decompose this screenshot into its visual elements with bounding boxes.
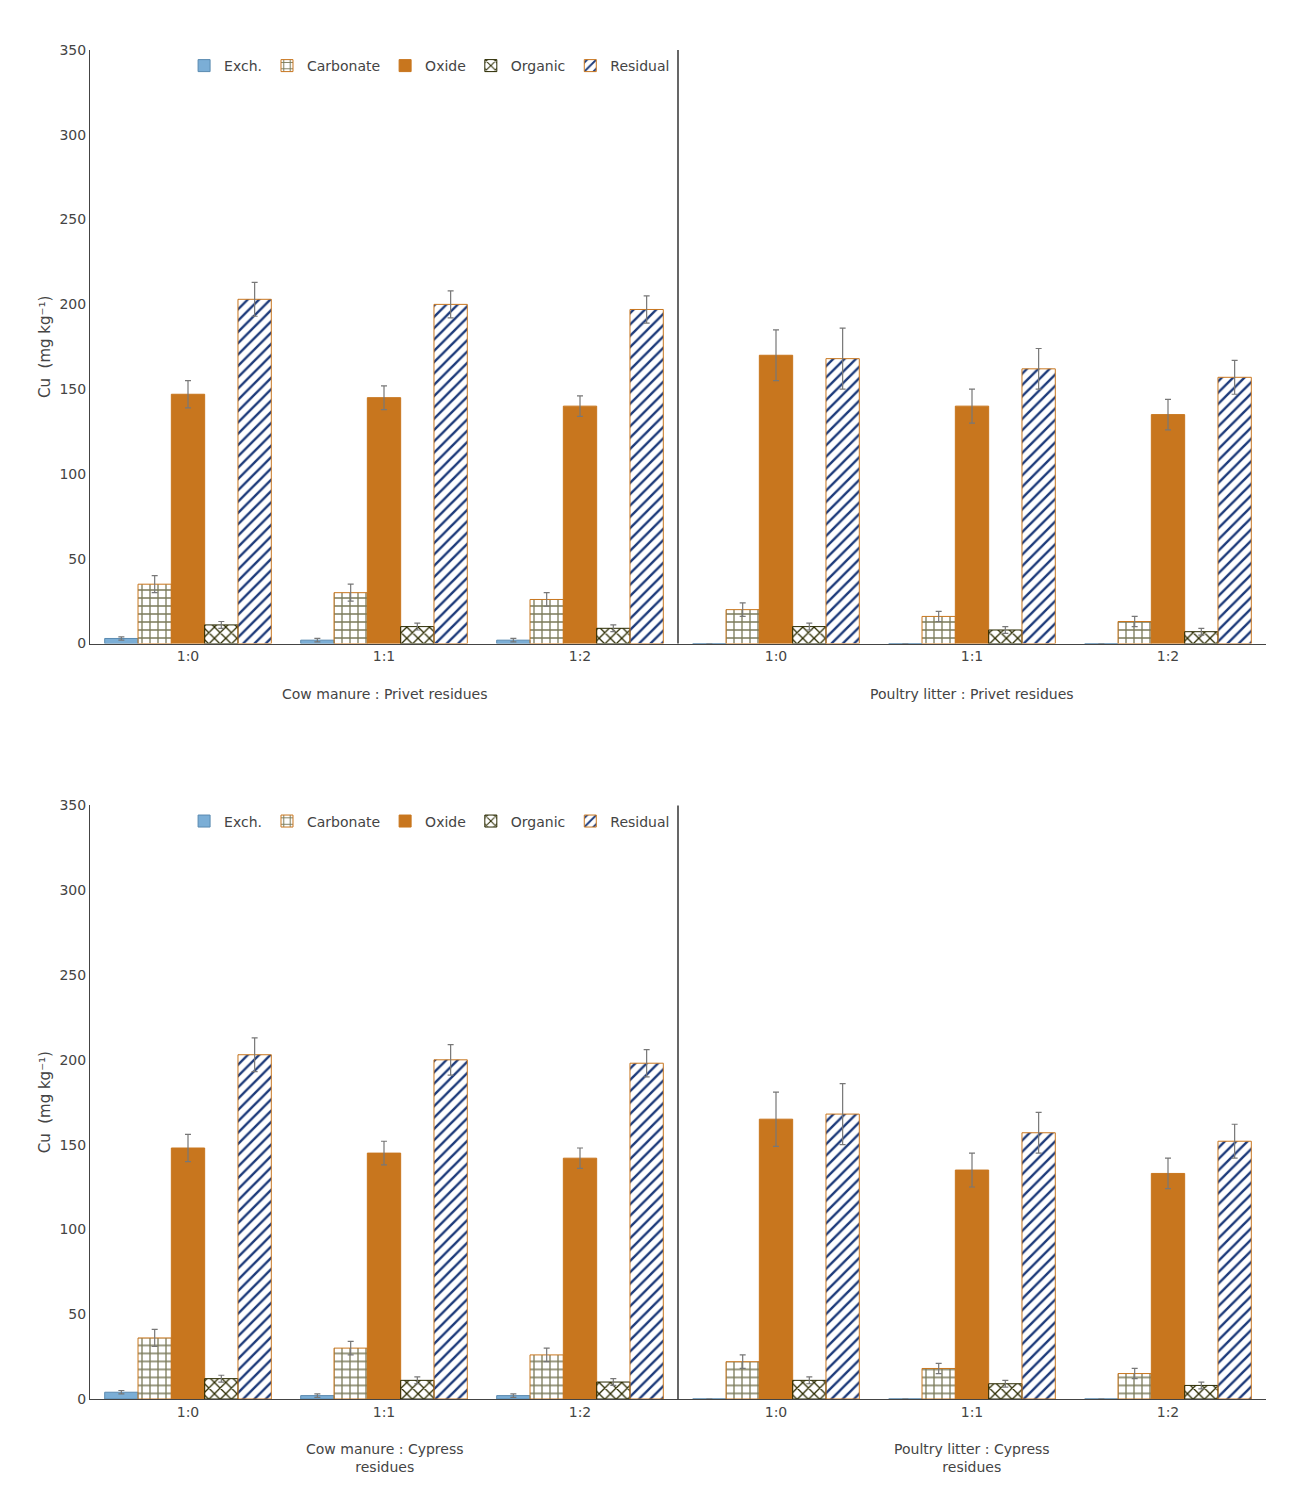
svg-text:50: 50 <box>68 1306 86 1322</box>
svg-text:1:2: 1:2 <box>1157 1404 1180 1420</box>
svg-text:Exch.: Exch. <box>224 814 262 830</box>
svg-text:50: 50 <box>68 551 86 567</box>
svg-text:300: 300 <box>59 882 86 898</box>
svg-text:Oxide: Oxide <box>425 814 466 830</box>
svg-text:150: 150 <box>59 381 86 397</box>
svg-text:200: 200 <box>59 296 86 312</box>
svg-text:1:1: 1:1 <box>373 1404 396 1420</box>
svg-text:350: 350 <box>59 42 86 58</box>
svg-text:Carbonate: Carbonate <box>307 814 380 830</box>
svg-text:200: 200 <box>59 1052 86 1068</box>
svg-text:1:0: 1:0 <box>765 1404 788 1420</box>
svg-text:1:0: 1:0 <box>177 648 200 664</box>
svg-text:100: 100 <box>59 466 86 482</box>
svg-text:150: 150 <box>59 1137 86 1153</box>
svg-text:1:0: 1:0 <box>177 1404 200 1420</box>
svg-text:100: 100 <box>59 1221 86 1237</box>
svg-text:Oxide: Oxide <box>425 58 466 74</box>
svg-text:350: 350 <box>59 797 86 813</box>
svg-text:1:1: 1:1 <box>373 648 396 664</box>
svg-text:Organic: Organic <box>511 58 565 74</box>
svg-text:Cow manure : Privet residues: Cow manure : Privet residues <box>282 686 487 702</box>
svg-text:Cow manure : Cypressresidues: Cow manure : Cypressresidues <box>306 1441 463 1475</box>
svg-text:300: 300 <box>59 127 86 143</box>
svg-text:1:0: 1:0 <box>765 648 788 664</box>
svg-text:Poultry litter : Cypressresidu: Poultry litter : Cypressresidues <box>894 1441 1050 1475</box>
svg-text:Residual: Residual <box>610 814 669 830</box>
svg-text:1:1: 1:1 <box>961 648 984 664</box>
svg-text:Cu (mg kg⁻¹): Cu (mg kg⁻¹) <box>36 1051 54 1153</box>
svg-text:1:1: 1:1 <box>961 1404 984 1420</box>
svg-text:Carbonate: Carbonate <box>307 58 380 74</box>
svg-text:250: 250 <box>59 967 86 983</box>
svg-text:1:2: 1:2 <box>569 648 592 664</box>
svg-text:250: 250 <box>59 211 86 227</box>
svg-text:Residual: Residual <box>610 58 669 74</box>
svg-text:0: 0 <box>77 1391 86 1407</box>
svg-text:0: 0 <box>77 635 86 651</box>
svg-text:Poultry litter : Privet residu: Poultry litter : Privet residues <box>870 686 1074 702</box>
svg-text:Cu (mg kg⁻¹): Cu (mg kg⁻¹) <box>36 296 54 398</box>
svg-text:1:2: 1:2 <box>1157 648 1180 664</box>
svg-text:Exch.: Exch. <box>224 58 262 74</box>
svg-text:Organic: Organic <box>511 814 565 830</box>
svg-text:1:2: 1:2 <box>569 1404 592 1420</box>
